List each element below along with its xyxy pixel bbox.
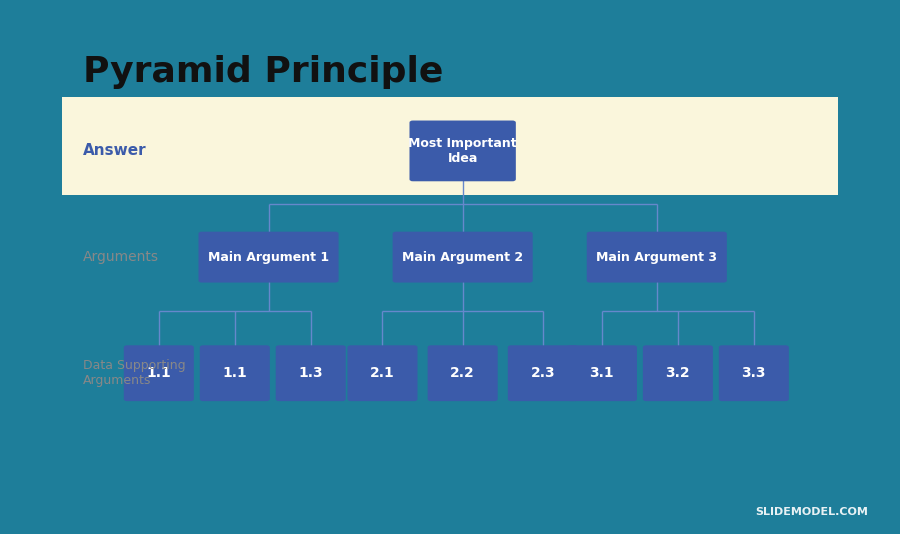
Text: 2.1: 2.1	[370, 366, 395, 380]
Text: Most Important
Idea: Most Important Idea	[409, 137, 517, 165]
FancyBboxPatch shape	[392, 232, 533, 282]
Text: Main Argument 3: Main Argument 3	[597, 250, 717, 264]
FancyBboxPatch shape	[508, 345, 578, 401]
FancyBboxPatch shape	[124, 345, 194, 401]
Text: Data Supporting
Arguments: Data Supporting Arguments	[83, 359, 185, 387]
Text: Arguments: Arguments	[83, 250, 159, 264]
FancyBboxPatch shape	[410, 121, 516, 181]
FancyBboxPatch shape	[275, 345, 346, 401]
Text: Main Argument 2: Main Argument 2	[402, 250, 523, 264]
FancyBboxPatch shape	[643, 345, 713, 401]
Bar	[62, 97, 838, 195]
Text: 3.3: 3.3	[742, 366, 766, 380]
Text: Pyramid Principle: Pyramid Principle	[83, 54, 443, 89]
FancyBboxPatch shape	[428, 345, 498, 401]
Text: 2.3: 2.3	[530, 366, 555, 380]
FancyBboxPatch shape	[199, 232, 338, 282]
FancyBboxPatch shape	[587, 232, 727, 282]
Text: 1.1: 1.1	[222, 366, 248, 380]
FancyBboxPatch shape	[347, 345, 418, 401]
Text: 1.3: 1.3	[299, 366, 323, 380]
FancyBboxPatch shape	[567, 345, 637, 401]
Text: 1.1: 1.1	[147, 366, 171, 380]
Text: Answer: Answer	[83, 144, 147, 159]
Text: 2.2: 2.2	[450, 366, 475, 380]
Text: 3.1: 3.1	[590, 366, 614, 380]
Text: Main Argument 1: Main Argument 1	[208, 250, 329, 264]
FancyBboxPatch shape	[719, 345, 789, 401]
FancyBboxPatch shape	[200, 345, 270, 401]
Text: 3.2: 3.2	[666, 366, 690, 380]
Text: SLIDEMODEL.COM: SLIDEMODEL.COM	[756, 507, 868, 517]
